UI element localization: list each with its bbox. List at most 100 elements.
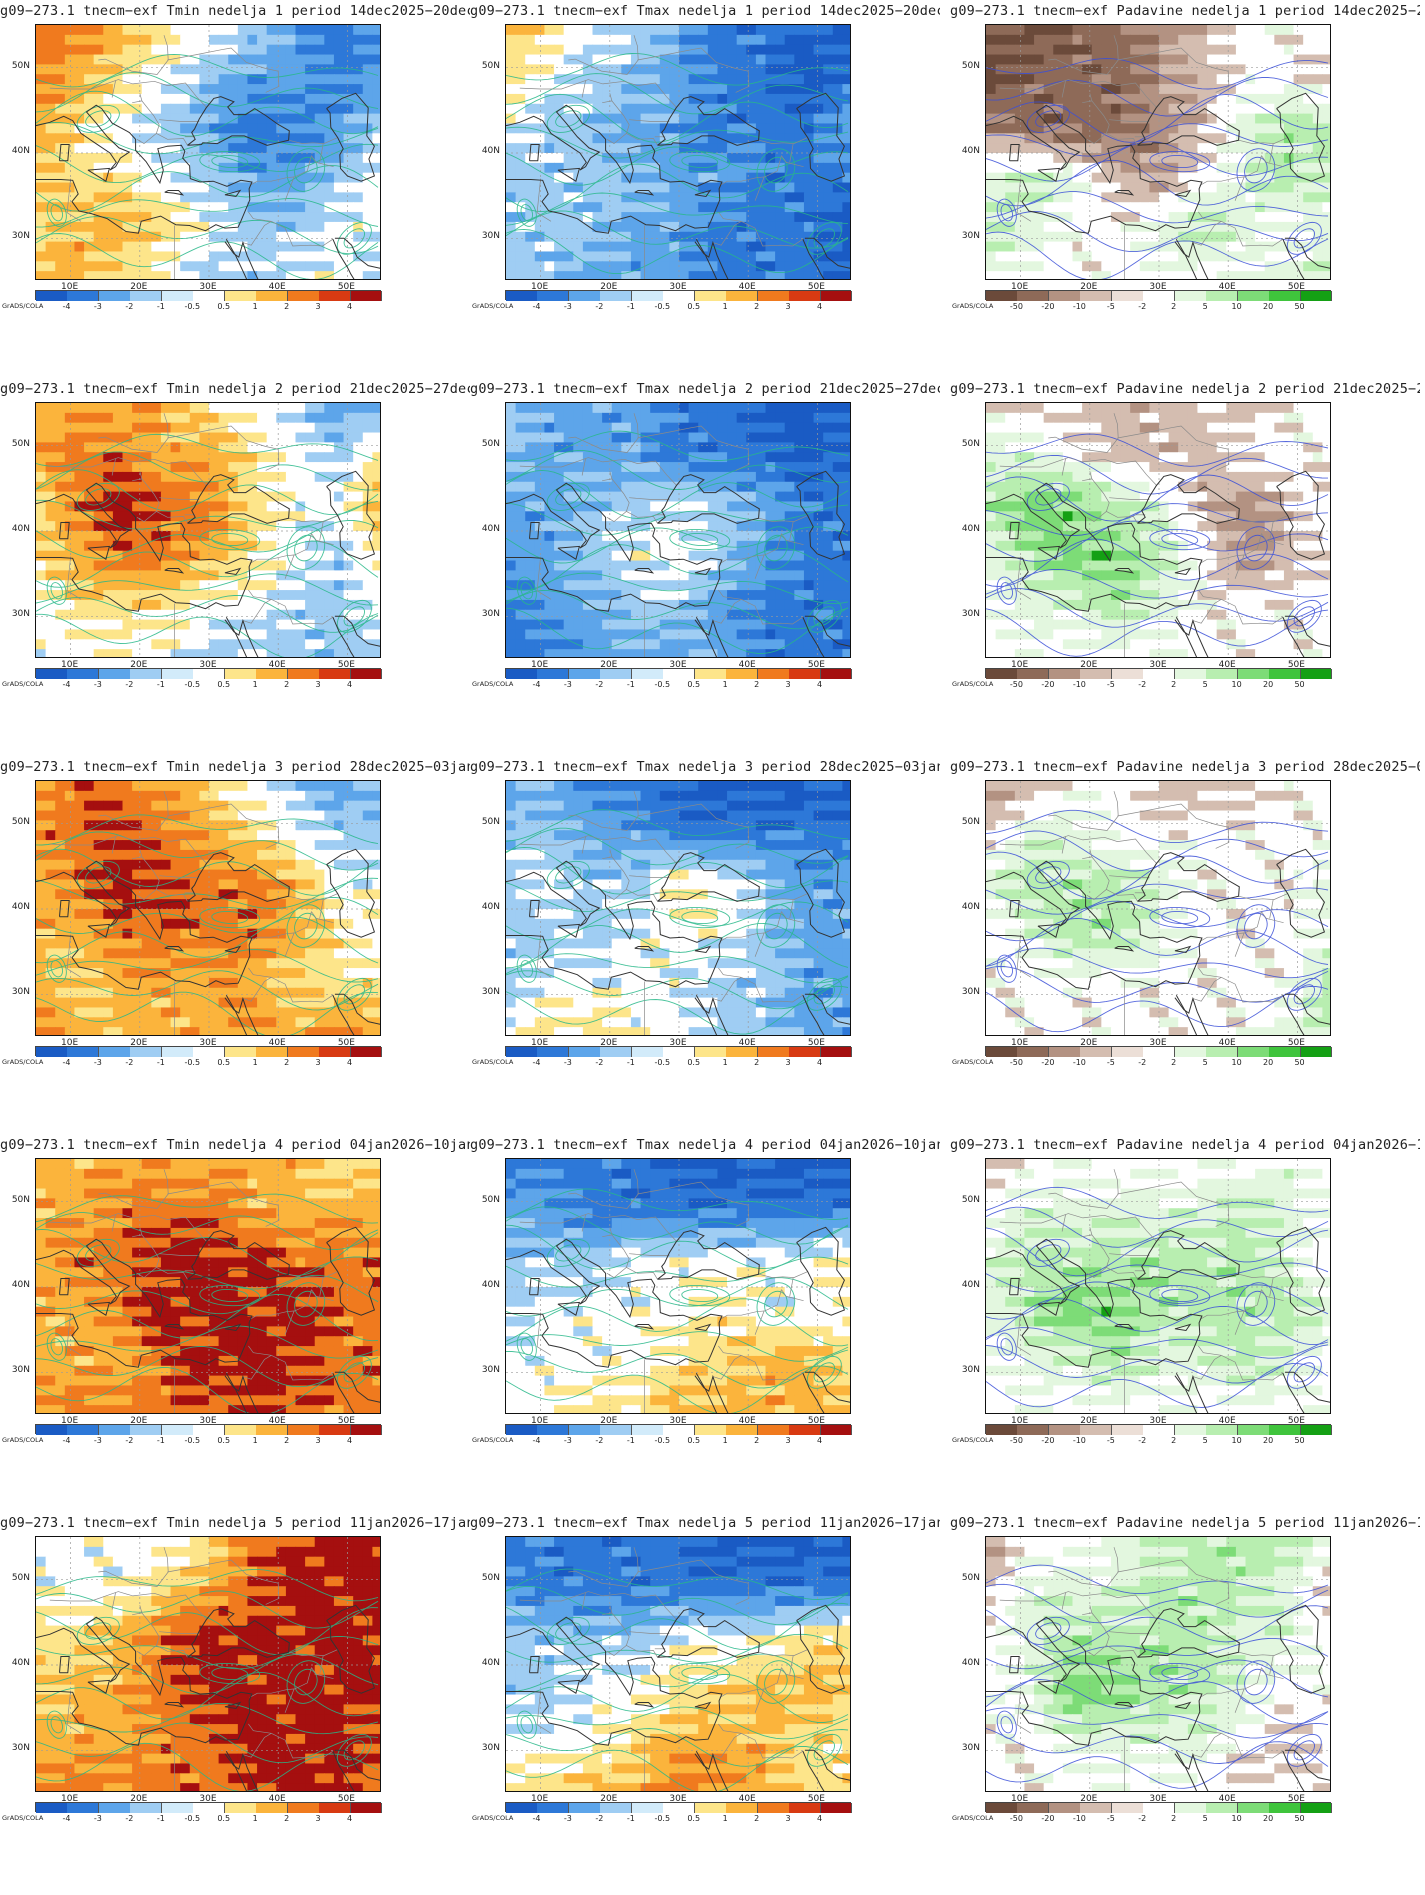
colorbar-tick-label: -20 xyxy=(1041,302,1055,311)
colorbar-tick-label: 4 xyxy=(346,680,353,689)
colorbar-segment xyxy=(1111,1047,1144,1057)
lon-label: 20E xyxy=(130,1038,148,1048)
colorbar-tick-label: -2 xyxy=(595,1058,604,1067)
colorbar-segment xyxy=(568,291,601,301)
colorbar-tick-label: -3 xyxy=(93,680,102,689)
colorbar-tick-label: 2 xyxy=(754,302,760,311)
colorbar-segment xyxy=(287,1047,320,1057)
lon-label: 40E xyxy=(268,282,286,292)
colorbar-segment xyxy=(224,291,257,301)
colorbar-segment xyxy=(98,1803,131,1813)
colorbar-segment xyxy=(631,1803,664,1813)
colorbar-segment xyxy=(1048,1425,1081,1435)
lon-label: 30E xyxy=(669,282,687,292)
map-svg xyxy=(36,1537,380,1791)
colorbar-tick-label: 50 xyxy=(1294,1436,1305,1445)
colorbar-segment xyxy=(161,291,194,301)
lon-label: 10E xyxy=(531,1416,549,1426)
panel-title: g09−273.1 tnecm−exf Tmin nedelja 2 perio… xyxy=(0,381,470,397)
colorbar-tick-label: 3 xyxy=(785,680,791,689)
colorbar-segment xyxy=(193,291,226,301)
panel-title: g09−273.1 tnecm−exf Padavine nedelja 1 p… xyxy=(950,3,1420,19)
colorbar-tick-label: 1 xyxy=(252,1814,258,1823)
colorbar-segment xyxy=(67,1803,100,1813)
country-borders xyxy=(49,413,338,657)
colorbar-segment xyxy=(256,1047,289,1057)
coastlines xyxy=(506,92,850,279)
colorbar-segment xyxy=(1237,1425,1270,1435)
colorbar-tick-label: -1 xyxy=(156,302,165,311)
colorbar-segment xyxy=(506,669,538,679)
lon-label: 10E xyxy=(1011,1416,1029,1426)
colorbar-tick-label: -50 xyxy=(1009,1058,1023,1067)
colorbar-segment xyxy=(663,1047,696,1057)
coastlines xyxy=(986,92,1330,279)
colorbar xyxy=(35,668,383,679)
colorbar-segment xyxy=(694,1425,727,1435)
colorbar-segment xyxy=(506,291,538,301)
shading-layer xyxy=(36,781,380,1035)
colorbar-tick-label: 50 xyxy=(1294,1814,1305,1823)
country-borders xyxy=(49,35,338,279)
country-borders xyxy=(49,791,338,1035)
panel-title: g09−273.1 tnecm−exf Padavine nedelja 2 p… xyxy=(950,381,1420,397)
colorbar-tick-label: 50 xyxy=(1294,680,1305,689)
panel-title: g09−273.1 tnecm−exf Tmax nedelja 5 perio… xyxy=(470,1515,940,1531)
panel-title: g09−273.1 tnecm−exf Padavine nedelja 5 p… xyxy=(950,1515,1420,1531)
colorbar-segment xyxy=(1269,1425,1302,1435)
colorbar-segment xyxy=(537,1047,570,1057)
lon-label: 20E xyxy=(600,660,618,670)
colorbar-segment xyxy=(67,669,100,679)
lat-label: 50N xyxy=(481,438,500,449)
country-borders xyxy=(519,1547,808,1791)
lat-label: 40N xyxy=(961,1658,980,1668)
colorbar-tick-label: -2 xyxy=(595,1814,604,1823)
colorbar-segment xyxy=(1269,669,1302,679)
colorbar xyxy=(35,1424,383,1435)
colorbar-tick-label: 3 xyxy=(785,1436,791,1445)
colorbar-tick-label: -2 xyxy=(125,1058,134,1067)
colorbar-segment xyxy=(98,1425,131,1435)
map-area xyxy=(985,24,1331,280)
lon-label: 40E xyxy=(738,282,756,292)
colorbar-segment xyxy=(1174,1425,1207,1435)
country-borders xyxy=(999,1169,1288,1413)
colorbar-tick-label: 0.5 xyxy=(217,1436,231,1445)
colorbar-segment xyxy=(1080,1047,1113,1057)
map-area xyxy=(35,1536,381,1792)
colorbar-segment xyxy=(568,1803,601,1813)
lon-label: 10E xyxy=(531,660,549,670)
colorbar-segment xyxy=(98,1047,131,1057)
lon-label: 10E xyxy=(61,1038,79,1048)
lon-label: 50E xyxy=(337,660,355,670)
coastlines xyxy=(36,470,380,657)
colorbar-tick-label: -0.5 xyxy=(184,1436,201,1445)
colorbar-segment xyxy=(537,669,570,679)
panel-title: g09−273.1 tnecm−exf Tmin nedelja 5 perio… xyxy=(0,1515,470,1531)
colorbar-segment xyxy=(1206,291,1239,301)
panel-title: g09−273.1 tnecm−exf Padavine nedelja 4 p… xyxy=(950,1137,1420,1153)
grads-credit: GrADS/COLA xyxy=(472,1436,514,1444)
colorbar-segment xyxy=(1111,669,1144,679)
panel-tmin-week-4: g09−273.1 tnecm−exf Tmin nedelja 4 perio… xyxy=(0,1134,470,1512)
lat-label: 40N xyxy=(11,146,30,156)
lon-label: 40E xyxy=(1218,1794,1236,1804)
colorbar-tick-label: -2 xyxy=(1138,1058,1147,1067)
colorbar-tick-label: -1 xyxy=(156,1436,165,1445)
colorbar-segment xyxy=(193,669,226,679)
lat-label: 50N xyxy=(481,60,500,71)
colorbar-tick-label: 3 xyxy=(785,1814,791,1823)
panel-title: g09−273.1 tnecm−exf Tmin nedelja 4 perio… xyxy=(0,1137,470,1153)
lon-label: 20E xyxy=(600,1794,618,1804)
colorbar-segment xyxy=(986,1803,1018,1813)
colorbar-segment xyxy=(820,1425,853,1435)
lat-label: 40N xyxy=(11,1658,30,1668)
lon-label: 40E xyxy=(1218,1416,1236,1426)
colorbar-segment xyxy=(789,1803,822,1813)
colorbar-segment xyxy=(726,1425,759,1435)
colorbar-segment xyxy=(350,1047,383,1057)
colorbar-tick-label: -2 xyxy=(595,1436,604,1445)
lat-label: 30N xyxy=(481,987,500,998)
colorbar-segment xyxy=(694,669,727,679)
colorbar-tick-label: 50 xyxy=(1294,302,1305,311)
